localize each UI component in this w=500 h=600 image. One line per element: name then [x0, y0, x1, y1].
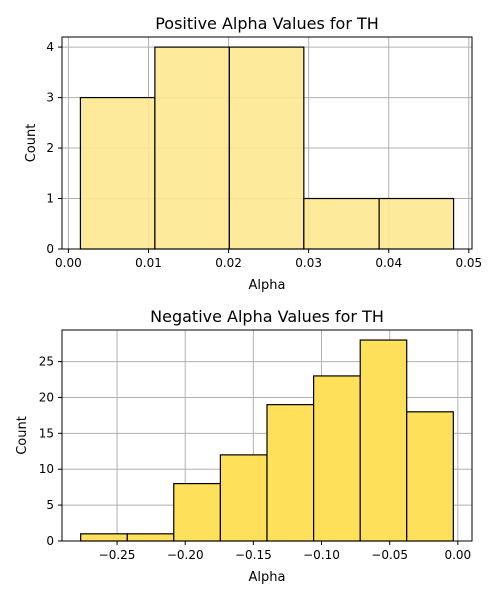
positive-x-tick-label: 0.01 [135, 256, 162, 270]
positive-chart-title: Positive Alpha Values for TH [155, 14, 379, 33]
negative-histogram-bar [173, 482, 221, 542]
positive-x-tick-label: 0.02 [215, 256, 242, 270]
negative-x-tick-label: −0.05 [371, 548, 408, 562]
positive-plot-frame [61, 36, 473, 250]
negative-x-tick-label: −0.20 [167, 548, 204, 562]
negative-histogram-bar [359, 339, 408, 542]
positive-y-axis-label: Count [24, 124, 39, 163]
negative-histogram-bar [266, 404, 315, 542]
positive-y-tick-label: 1 [46, 192, 54, 206]
positive-histogram-bar [378, 197, 455, 250]
negative-x-tick-label: −0.10 [303, 548, 340, 562]
positive-y-tick-label: 2 [46, 141, 54, 155]
negative-histogram-bar [126, 533, 175, 542]
positive-y-tick-label: 4 [46, 40, 54, 54]
negative-plot-frame [61, 329, 473, 542]
negative-histogram-bar [406, 411, 454, 542]
negative-y-tick-label: 20 [39, 390, 54, 404]
positive-histogram-bar [303, 197, 380, 250]
positive-x-tick-label: 0.04 [375, 256, 402, 270]
negative-histogram-bar [80, 533, 128, 542]
negative-x-tick-label: −0.25 [99, 548, 136, 562]
positive-x-tick-label: 0.03 [295, 256, 322, 270]
positive-histogram-bar [79, 96, 156, 250]
positive-alpha-histogram: 0.00 0.01 0.02 0.03 0.04 0.05 0 1 2 3 4 Positive Al… [24, 14, 482, 293]
negative-y-axis-label: Count [15, 416, 30, 455]
negative-histogram-bar [219, 454, 268, 542]
negative-y-tick-label: 25 [39, 355, 54, 369]
negative-x-axis-label: Alpha [249, 570, 286, 585]
negative-x-tick-label: 0.00 [444, 548, 471, 562]
negative-y-tick-label: 5 [46, 498, 54, 512]
negative-y-tick-label: 10 [39, 462, 54, 476]
positive-x-tick-label: 0.00 [55, 256, 82, 270]
negative-alpha-histogram: −0.25 −0.20 −0.15 −0.10 −0.05 0.00 0 5 10 15 20 25 N… [15, 307, 473, 585]
positive-x-axis-label: Alpha [249, 278, 286, 293]
negative-histogram-bar [313, 375, 361, 542]
positive-histogram-bar [228, 46, 305, 250]
negative-y-tick-label: 0 [46, 534, 54, 548]
positive-y-tick-label: 3 [46, 91, 54, 105]
positive-x-tick-label: 0.05 [455, 256, 482, 270]
negative-y-tick-label: 15 [39, 426, 54, 440]
positive-y-tick-label: 0 [46, 242, 54, 256]
negative-x-tick-label: −0.15 [235, 548, 272, 562]
positive-histogram-bar [154, 46, 230, 250]
negative-chart-title: Negative Alpha Values for TH [150, 307, 384, 326]
